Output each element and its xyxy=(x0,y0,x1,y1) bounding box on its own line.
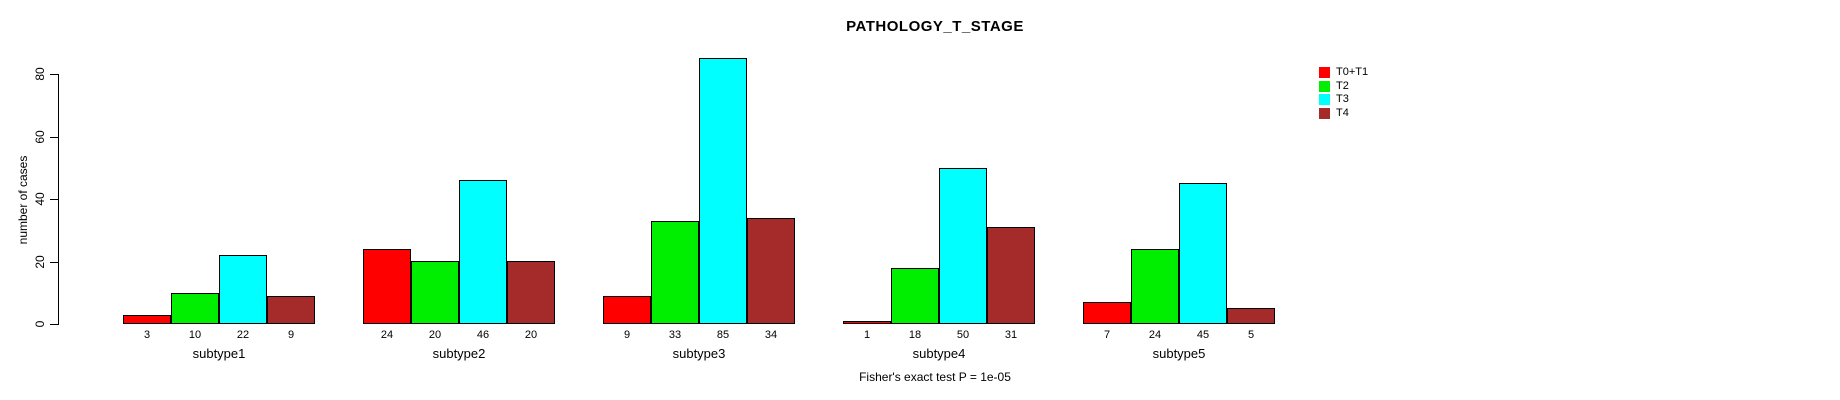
bar-subtype3-T2 xyxy=(651,221,699,324)
bar-subtype1-T3 xyxy=(219,255,267,324)
bar-value-label: 9 xyxy=(287,329,295,341)
bar-subtype3-T4 xyxy=(747,218,795,324)
bar-subtype4-T0+T1 xyxy=(843,321,891,324)
y-tick-mark xyxy=(50,136,58,138)
category-label-subtype4: subtype4 xyxy=(912,346,966,361)
legend-label: T2 xyxy=(1336,79,1349,92)
y-tick-label-text: 80 xyxy=(33,67,47,81)
bar-subtype5-T3 xyxy=(1179,183,1227,324)
bar-value-label: 5 xyxy=(1247,329,1255,341)
y-tick-label-text: 60 xyxy=(33,129,47,144)
bar-value-label: 24 xyxy=(380,329,394,341)
bar-subtype2-T2 xyxy=(411,261,459,324)
bar-value-label: 46 xyxy=(476,329,490,341)
bar-value-label: 3 xyxy=(143,329,151,341)
bar-value-label: 85 xyxy=(716,329,730,341)
bar-subtype3-T3 xyxy=(699,58,747,324)
bar-value-label: 34 xyxy=(764,329,778,341)
bar-value-label: 24 xyxy=(1148,329,1162,341)
legend-label: T3 xyxy=(1336,93,1349,105)
y-tick-mark xyxy=(50,324,58,325)
y-tick-label-text: 20 xyxy=(33,254,47,269)
y-axis-label-text: number of cases xyxy=(16,155,30,245)
bar-subtype2-T3 xyxy=(459,180,507,324)
bar-value-label: 33 xyxy=(668,329,682,341)
y-axis-line xyxy=(58,74,59,325)
bar-subtype5-T0+T1 xyxy=(1083,302,1131,324)
bar-subtype3-T0+T1 xyxy=(603,296,651,324)
legend-label: T4 xyxy=(1336,106,1349,119)
bar-value-label: 22 xyxy=(236,329,250,341)
category-label-subtype5: subtype5 xyxy=(1152,346,1206,361)
category-label-subtype1: subtype1 xyxy=(192,346,246,361)
bar-subtype1-T2 xyxy=(171,293,219,324)
bar-subtype1-T4 xyxy=(267,296,315,324)
y-tick-mark xyxy=(50,261,58,263)
bar-value-label: 45 xyxy=(1196,329,1210,341)
bar-subtype4-T2 xyxy=(891,268,939,324)
bar-subtype5-T4 xyxy=(1227,308,1275,324)
bar-subtype2-T4 xyxy=(507,261,555,324)
bar-subtype4-T3 xyxy=(939,168,987,324)
legend-swatch-icon xyxy=(1319,80,1330,92)
y-tick-label-text: 40 xyxy=(33,192,47,206)
bar-value-label: 7 xyxy=(1103,329,1111,341)
bar-subtype2-T0+T1 xyxy=(363,249,411,324)
bar-value-label: 10 xyxy=(188,329,202,341)
y-tick-mark xyxy=(50,74,58,75)
y-tick-label-text: 0 xyxy=(33,320,47,328)
bar-value-label: 50 xyxy=(956,329,970,341)
bar-subtype4-T4 xyxy=(987,227,1035,324)
legend-swatch-icon xyxy=(1319,107,1330,119)
bar-value-label: 31 xyxy=(1004,329,1018,341)
bar-value-label: 20 xyxy=(524,329,538,341)
bar-subtype5-T2 xyxy=(1131,249,1179,324)
bar-value-label: 18 xyxy=(908,329,922,341)
category-label-subtype3: subtype3 xyxy=(672,346,726,361)
legend-label: T0+T1 xyxy=(1336,66,1369,78)
bar-value-label: 1 xyxy=(863,329,871,341)
bar-subtype1-T0+T1 xyxy=(123,315,171,324)
annotation-text: Fisher's exact test P = 1e-05 xyxy=(859,370,1011,384)
bar-value-label: 9 xyxy=(623,329,631,341)
legend-swatch-icon xyxy=(1319,67,1330,78)
chart-title: PATHOLOGY_T_STAGE xyxy=(846,18,1024,35)
y-tick-mark xyxy=(50,199,58,200)
legend-swatch-icon xyxy=(1319,94,1330,105)
bar-value-label: 20 xyxy=(428,329,442,341)
category-label-subtype2: subtype2 xyxy=(432,346,486,361)
